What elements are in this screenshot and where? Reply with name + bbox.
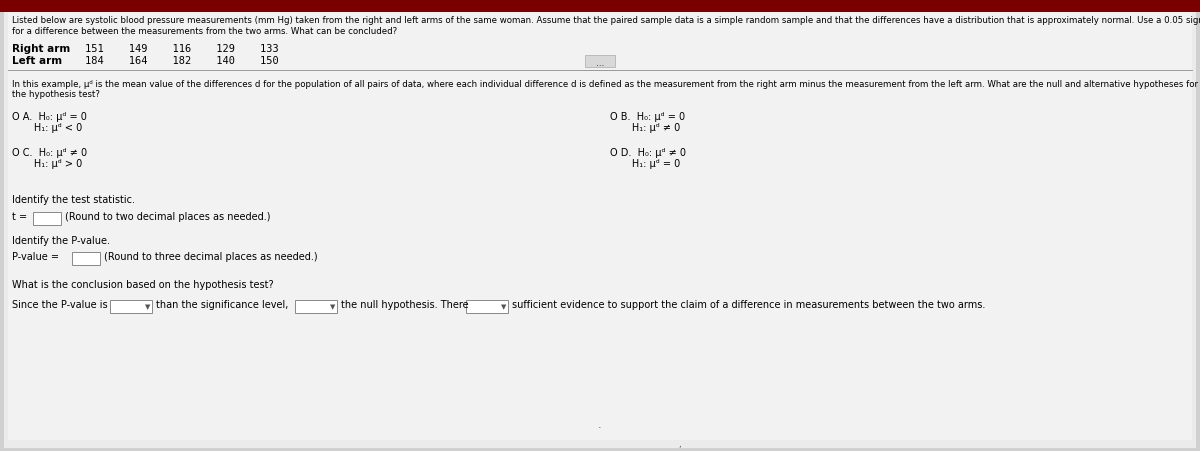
Text: Identify the P-value.: Identify the P-value. xyxy=(12,236,110,246)
Text: for a difference between the measurements from the two arms. What can be conclud: for a difference between the measurement… xyxy=(12,27,397,36)
Text: (Round to two decimal places as needed.): (Round to two decimal places as needed.) xyxy=(65,212,270,222)
Text: H₁: μᵈ ≠ 0: H₁: μᵈ ≠ 0 xyxy=(610,123,680,133)
Bar xyxy=(466,300,508,313)
Text: than the significance level,: than the significance level, xyxy=(156,300,288,310)
Bar xyxy=(34,212,61,225)
Text: ⋯: ⋯ xyxy=(596,61,604,70)
Text: H₁: μᵈ = 0: H₁: μᵈ = 0 xyxy=(610,159,680,169)
Text: Listed below are systolic blood pressure measurements (mm Hg) taken from the rig: Listed below are systolic blood pressure… xyxy=(12,16,1200,25)
Text: P-value =: P-value = xyxy=(12,252,59,262)
Text: ,: , xyxy=(679,440,682,449)
Text: O C.  H₀: μᵈ ≠ 0: O C. H₀: μᵈ ≠ 0 xyxy=(12,148,88,158)
Text: (Round to three decimal places as needed.): (Round to three decimal places as needed… xyxy=(104,252,318,262)
Text: t =: t = xyxy=(12,212,28,222)
Text: H₁: μᵈ > 0: H₁: μᵈ > 0 xyxy=(12,159,83,169)
Text: ▼: ▼ xyxy=(330,304,336,310)
Bar xyxy=(72,252,100,265)
Text: the null hypothesis. There: the null hypothesis. There xyxy=(341,300,469,310)
Text: Left arm: Left arm xyxy=(12,56,62,66)
Text: ▼: ▼ xyxy=(502,304,506,310)
Bar xyxy=(110,300,152,313)
Text: In this example, μᵈ is the mean value of the differences d for the population of: In this example, μᵈ is the mean value of… xyxy=(12,80,1198,99)
Text: sufficient evidence to support the claim of a difference in measurements between: sufficient evidence to support the claim… xyxy=(512,300,985,310)
Text: Since the P-value is: Since the P-value is xyxy=(12,300,108,310)
Text: H₁: μᵈ < 0: H₁: μᵈ < 0 xyxy=(12,123,83,133)
Text: Right arm: Right arm xyxy=(12,44,71,54)
Bar xyxy=(0,0,1200,12)
Text: O B.  H₀: μᵈ = 0: O B. H₀: μᵈ = 0 xyxy=(610,112,685,122)
Text: .: . xyxy=(598,420,602,430)
Text: 184    164    182    140    150: 184 164 182 140 150 xyxy=(85,56,278,66)
Text: Identify the test statistic.: Identify the test statistic. xyxy=(12,195,134,205)
Text: O D.  H₀: μᵈ ≠ 0: O D. H₀: μᵈ ≠ 0 xyxy=(610,148,686,158)
Bar xyxy=(586,55,616,67)
Text: O A.  H₀: μᵈ = 0: O A. H₀: μᵈ = 0 xyxy=(12,112,86,122)
Text: ▼: ▼ xyxy=(145,304,151,310)
Bar xyxy=(295,300,337,313)
Text: What is the conclusion based on the hypothesis test?: What is the conclusion based on the hypo… xyxy=(12,280,274,290)
Text: 151    149    116    129    133: 151 149 116 129 133 xyxy=(85,44,278,54)
